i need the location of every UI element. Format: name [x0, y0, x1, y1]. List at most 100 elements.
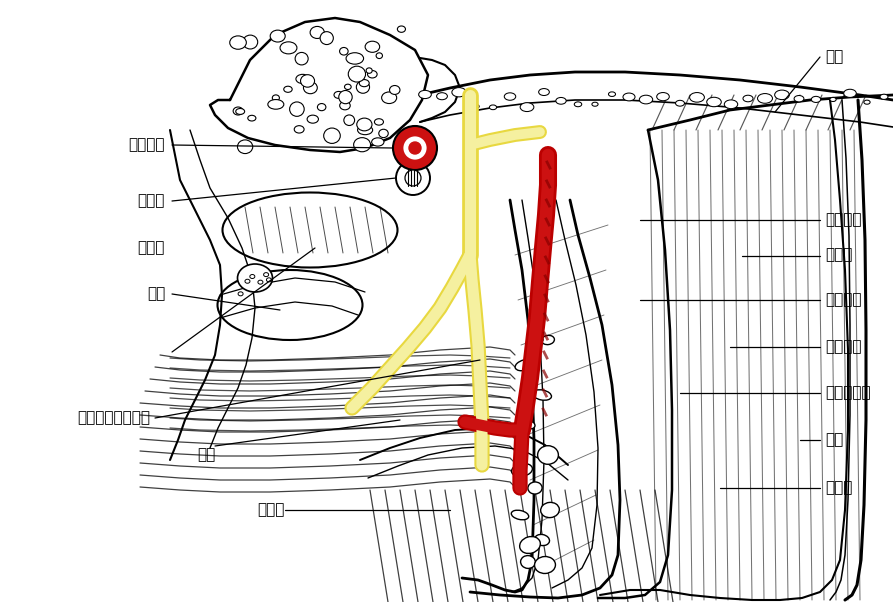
Text: 下颌神经: 下颌神经 — [825, 213, 862, 228]
Ellipse shape — [301, 75, 314, 87]
Ellipse shape — [864, 100, 870, 104]
Ellipse shape — [356, 81, 370, 93]
Ellipse shape — [366, 68, 372, 73]
Ellipse shape — [339, 101, 350, 110]
Ellipse shape — [245, 279, 250, 284]
Ellipse shape — [521, 556, 536, 568]
Ellipse shape — [238, 292, 243, 296]
Ellipse shape — [345, 84, 351, 90]
Ellipse shape — [844, 89, 856, 98]
Ellipse shape — [344, 115, 355, 125]
Ellipse shape — [284, 86, 292, 92]
Ellipse shape — [379, 129, 388, 138]
Ellipse shape — [794, 96, 804, 102]
Ellipse shape — [540, 503, 559, 518]
Ellipse shape — [258, 280, 263, 284]
Text: 鼻腔: 鼻腔 — [146, 287, 165, 302]
Ellipse shape — [880, 94, 888, 99]
Ellipse shape — [538, 88, 549, 96]
Ellipse shape — [376, 53, 382, 58]
Ellipse shape — [812, 96, 821, 102]
Ellipse shape — [774, 90, 789, 99]
Circle shape — [396, 161, 430, 195]
Ellipse shape — [271, 30, 285, 42]
Text: 咬肌: 咬肌 — [825, 432, 843, 447]
Ellipse shape — [365, 41, 380, 52]
Ellipse shape — [706, 98, 722, 107]
Text: 咽肌: 咽肌 — [196, 447, 215, 462]
Text: 颞肌: 颞肌 — [825, 49, 843, 64]
Ellipse shape — [533, 337, 543, 343]
Ellipse shape — [473, 104, 480, 108]
Ellipse shape — [555, 98, 566, 104]
Text: 翼外肌: 翼外肌 — [138, 241, 165, 255]
Ellipse shape — [320, 32, 333, 45]
Ellipse shape — [218, 270, 363, 340]
Text: 咽鼓管: 咽鼓管 — [138, 193, 165, 208]
Ellipse shape — [530, 305, 540, 315]
Ellipse shape — [538, 445, 558, 464]
Ellipse shape — [512, 464, 532, 477]
Text: 翼下颌间隙: 翼下颌间隙 — [825, 385, 871, 400]
Ellipse shape — [230, 36, 246, 49]
Ellipse shape — [724, 100, 738, 108]
Ellipse shape — [520, 536, 540, 553]
Ellipse shape — [623, 93, 635, 101]
Ellipse shape — [512, 510, 529, 520]
Ellipse shape — [374, 119, 383, 125]
Ellipse shape — [272, 95, 280, 101]
Circle shape — [393, 126, 437, 170]
Ellipse shape — [346, 53, 363, 64]
Ellipse shape — [656, 93, 669, 101]
Ellipse shape — [317, 104, 326, 111]
Ellipse shape — [675, 101, 684, 106]
Ellipse shape — [743, 95, 753, 102]
Ellipse shape — [263, 273, 269, 277]
Ellipse shape — [236, 108, 245, 114]
Ellipse shape — [357, 125, 372, 135]
Ellipse shape — [334, 92, 343, 98]
Ellipse shape — [757, 93, 772, 104]
Ellipse shape — [359, 79, 369, 87]
Text: 下牙槽动脉、神经: 下牙槽动脉、神经 — [77, 411, 150, 426]
Ellipse shape — [515, 359, 535, 371]
Ellipse shape — [357, 118, 372, 131]
Ellipse shape — [528, 482, 542, 494]
Ellipse shape — [268, 99, 284, 109]
Ellipse shape — [296, 74, 310, 84]
Text: 下颌支: 下颌支 — [825, 480, 853, 495]
Circle shape — [409, 142, 421, 154]
Ellipse shape — [323, 128, 340, 143]
Ellipse shape — [339, 48, 348, 55]
Ellipse shape — [525, 421, 535, 429]
Text: 咬肌间隙: 咬肌间隙 — [825, 340, 862, 355]
Ellipse shape — [535, 535, 549, 545]
Text: 上颌动脉: 上颌动脉 — [825, 293, 862, 308]
Text: 颈内动脉: 颈内动脉 — [129, 137, 165, 152]
Ellipse shape — [338, 90, 352, 104]
Ellipse shape — [437, 93, 447, 100]
Ellipse shape — [310, 26, 324, 39]
Ellipse shape — [354, 138, 371, 152]
Ellipse shape — [505, 93, 516, 101]
Ellipse shape — [397, 26, 405, 33]
Ellipse shape — [639, 95, 653, 104]
Ellipse shape — [574, 102, 581, 107]
Ellipse shape — [233, 107, 243, 115]
Ellipse shape — [247, 116, 256, 121]
Ellipse shape — [243, 35, 258, 49]
Ellipse shape — [489, 105, 497, 110]
Ellipse shape — [381, 92, 396, 104]
Ellipse shape — [294, 126, 305, 133]
Ellipse shape — [295, 52, 308, 65]
Ellipse shape — [222, 193, 397, 267]
Text: 颞下窝: 颞下窝 — [825, 247, 853, 262]
Ellipse shape — [452, 88, 466, 97]
Circle shape — [405, 170, 421, 186]
Ellipse shape — [389, 85, 400, 95]
Ellipse shape — [689, 93, 705, 102]
Ellipse shape — [830, 98, 836, 102]
Ellipse shape — [348, 66, 365, 82]
Ellipse shape — [419, 90, 431, 99]
Ellipse shape — [592, 102, 598, 106]
